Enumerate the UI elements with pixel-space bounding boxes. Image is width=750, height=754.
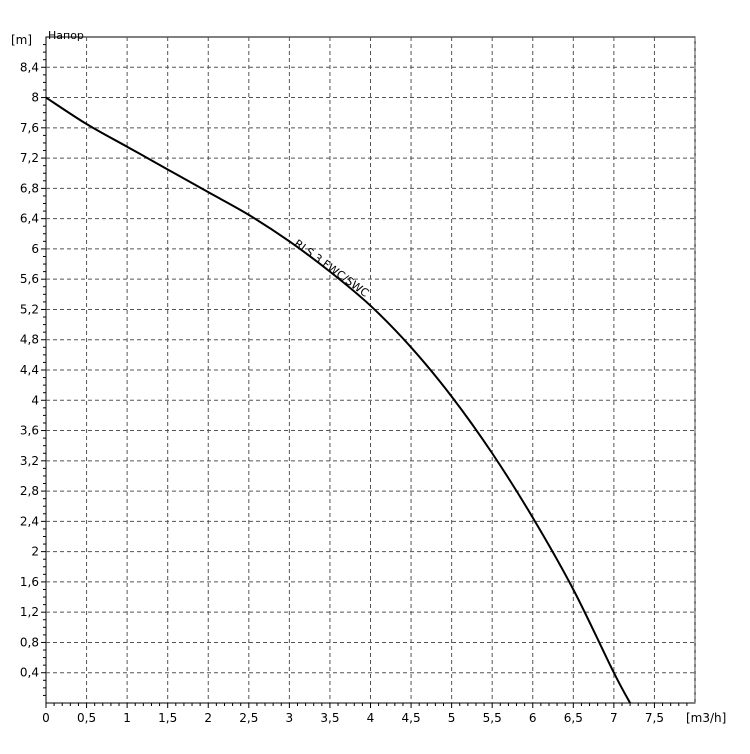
y-tick-label: 5,6 (20, 272, 39, 286)
y-axis-unit-label: [m] (11, 33, 32, 47)
x-tick-label: 7,5 (645, 711, 664, 725)
y-tick-label: 6 (31, 242, 39, 256)
labels-layer: [m] Напор [m3/h] (11, 29, 726, 725)
y-tick-label: 8 (31, 91, 39, 105)
y-tick-label: 0,8 (20, 635, 39, 649)
x-tick-label: 3,5 (320, 711, 339, 725)
y-tick-label: 2 (31, 545, 39, 559)
y-tick-label: 1,2 (20, 605, 39, 619)
x-tick-label: 6 (529, 711, 537, 725)
y-tick-label: 4 (31, 393, 39, 407)
x-tick-label: 3 (286, 711, 294, 725)
series-label: RLS 3 FWC/SWC (292, 237, 372, 300)
y-tick-label: 3,6 (20, 424, 39, 438)
x-tick-label: 2 (204, 711, 212, 725)
y-tick-label: 1,6 (20, 575, 39, 589)
x-tick-label: 0,5 (77, 711, 96, 725)
series-line (45, 96, 631, 704)
x-tick-label: 7 (610, 711, 618, 725)
y-tick-label: 5,2 (20, 302, 39, 316)
y-tick-label: 8,4 (20, 60, 39, 74)
x-tick-label: 1 (123, 711, 131, 725)
x-tick-label: 5 (448, 711, 456, 725)
y-tick-label: 6,8 (20, 181, 39, 195)
y-tick-label: 0,4 (20, 666, 39, 680)
x-tick-label: 2,5 (239, 711, 258, 725)
x-tick-label: 5,5 (483, 711, 502, 725)
x-tick-label: 6,5 (564, 711, 583, 725)
grid-layer (45, 36, 696, 704)
y-tick-label: 7,2 (20, 151, 39, 165)
y-tick-label: 2,8 (20, 484, 39, 498)
axes-layer: 0 0,5 1 1,5 2 2,5 3 3,5 4 4,5 5 5,5 6 6,5 7 7,5 0,4 0,8 1,… (20, 44, 688, 725)
x-tick-label: 4,5 (402, 711, 421, 725)
y-tick-label: 4,4 (20, 363, 39, 377)
y-tick-label: 6,4 (20, 212, 39, 226)
y-tick-label: 2,4 (20, 514, 39, 528)
x-axis-unit-label: [m3/h] (686, 711, 726, 725)
y-tick-label: 4,8 (20, 333, 39, 347)
y-tick-label: 7,6 (20, 121, 39, 135)
y-axis-name-label: Напор (48, 29, 84, 42)
x-tick-label: 1,5 (158, 711, 177, 725)
x-tick-label: 0 (42, 711, 50, 725)
y-tick-label: 3,2 (20, 454, 39, 468)
x-tick-label: 4 (367, 711, 375, 725)
